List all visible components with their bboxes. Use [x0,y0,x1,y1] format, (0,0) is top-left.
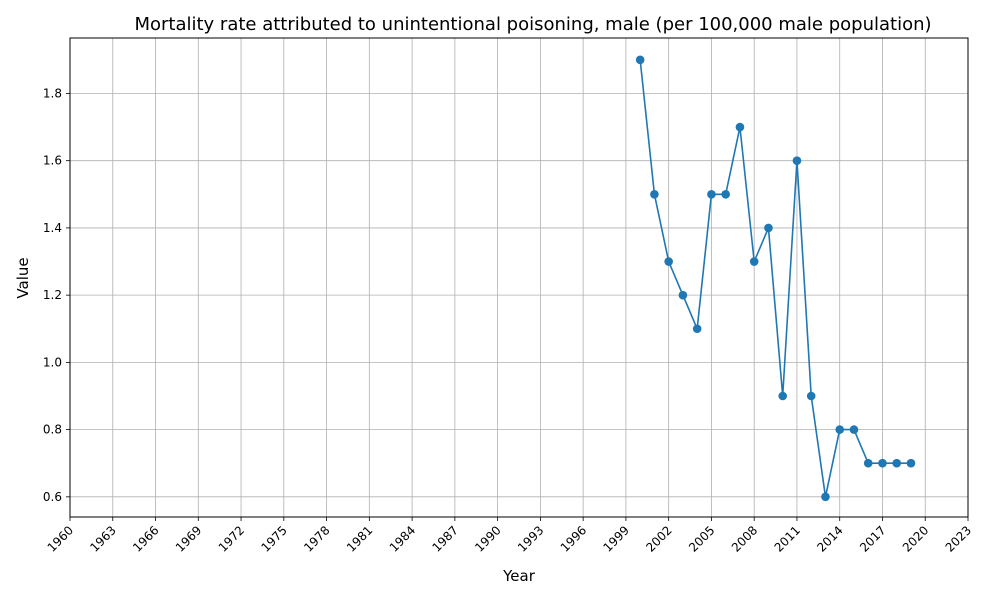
data-point [707,190,716,199]
x-tick-label: 1966 [130,523,161,554]
x-tick-label: 2002 [643,523,674,554]
data-point [792,156,802,165]
x-tick-label: 1960 [45,523,76,554]
x-tick-label: 1987 [429,523,460,554]
x-tick-label: 2008 [729,523,760,554]
y-tick-label: 0.8 [43,423,62,437]
x-tick-label: 1990 [472,523,503,554]
x-tick-label: 1996 [558,523,589,554]
x-tick-label: 1984 [387,523,418,554]
x-tick-label: 2011 [772,523,803,554]
data-point [849,425,859,434]
plot-frame [69,37,969,518]
grid [69,38,969,517]
data-point [892,458,902,468]
y-tick-label: 1.4 [43,221,62,235]
data-point [678,290,688,300]
x-tick-label: 2023 [943,523,974,554]
data-point [664,257,673,266]
x-tick-label: 1972 [216,523,247,554]
y-axis-label: Value [14,257,32,298]
x-tick-label: 1999 [601,523,632,554]
data-point [635,55,645,65]
data-point [692,324,702,334]
series-layer [635,55,916,502]
y-tick-label: 0.6 [43,490,62,504]
x-tick-label: 2020 [900,523,931,554]
chart-title: Mortality rate attributed to unintention… [134,14,931,35]
y-axis: 0.6 0.8 1.0 1.2 1.4 1.6 1.8 [43,86,70,504]
x-tick-label: 1993 [515,523,546,554]
x-tick-label: 1978 [301,523,332,554]
data-point [821,492,830,502]
x-tick-label: 1963 [87,523,118,554]
x-tick-label: 2017 [857,523,888,554]
data-point [749,257,759,266]
data-point [778,391,787,401]
y-tick-label: 1.0 [43,355,62,369]
data-point [650,190,659,199]
data-point [764,223,773,233]
data-point [806,391,816,401]
x-axis-label: Year [502,567,536,585]
data-point [906,458,916,468]
y-tick-label: 1.8 [43,86,62,100]
data-point [721,190,730,199]
x-tick-label: 2005 [686,523,717,554]
data-point [735,122,745,132]
data-point [835,425,845,434]
x-tick-label: 1969 [173,523,204,554]
data-point [878,458,887,468]
y-tick-label: 1.6 [43,154,62,168]
x-tick-label: 1975 [258,523,289,554]
series-line [639,59,911,498]
y-tick-label: 1.2 [43,288,62,302]
x-axis: 1960 1963 1966 1969 1972 1975 1978 1981 1984 1987… [45,517,974,555]
x-tick-label: 1981 [344,523,375,554]
data-point [863,458,873,468]
x-tick-label: 2014 [814,523,845,554]
